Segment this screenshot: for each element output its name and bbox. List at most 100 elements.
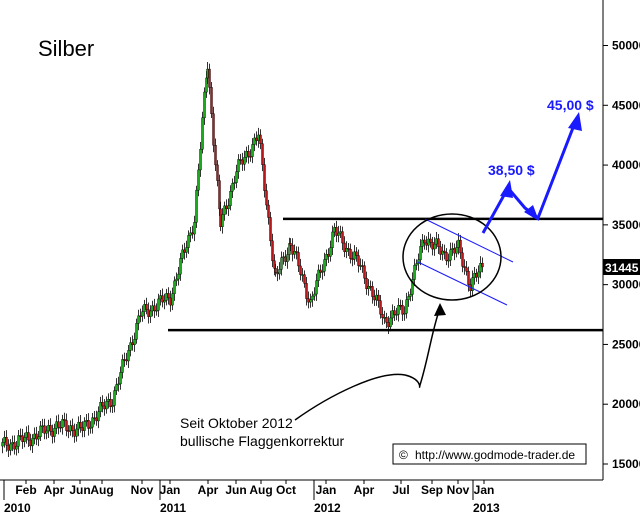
candle-body bbox=[423, 239, 426, 244]
y-tick-label: 50000 bbox=[612, 39, 640, 53]
x-tick-label: Jan bbox=[316, 483, 337, 497]
candle-body bbox=[347, 248, 350, 250]
candle-body bbox=[29, 439, 32, 447]
candle-body bbox=[145, 304, 148, 310]
candle-body bbox=[105, 401, 108, 410]
candle-body bbox=[95, 417, 98, 422]
candle-body bbox=[3, 437, 6, 443]
candle-body bbox=[375, 294, 378, 301]
candle-body bbox=[349, 249, 352, 259]
candle-body bbox=[139, 315, 142, 318]
candle-body bbox=[247, 151, 250, 157]
candle-body bbox=[341, 231, 344, 244]
candle-body bbox=[345, 248, 348, 252]
candle-body bbox=[431, 242, 434, 250]
candle-body bbox=[276, 272, 279, 275]
candle-body bbox=[219, 208, 222, 227]
candle-body bbox=[433, 243, 436, 250]
candle-body bbox=[173, 280, 176, 294]
candle-body bbox=[221, 214, 224, 227]
candle-body bbox=[407, 296, 410, 300]
candle-body bbox=[153, 305, 156, 312]
candle-body bbox=[427, 238, 430, 246]
candle-body bbox=[187, 235, 190, 248]
candle-body bbox=[171, 293, 174, 306]
candle-body bbox=[185, 247, 188, 253]
candle-body bbox=[203, 91, 206, 119]
candle-body bbox=[137, 315, 140, 324]
candle-body bbox=[199, 148, 202, 171]
candle-body bbox=[319, 269, 322, 273]
annotation-arrowhead bbox=[434, 303, 446, 316]
candle-body bbox=[71, 425, 74, 431]
candle-body bbox=[369, 286, 372, 288]
candle-body bbox=[5, 437, 8, 446]
candle-body bbox=[7, 444, 10, 451]
x-year-label: 2013 bbox=[473, 501, 500, 515]
x-tick-label: Feb bbox=[15, 483, 36, 497]
candle-body bbox=[61, 419, 64, 428]
x-tick-label: Jul bbox=[392, 483, 409, 497]
x-tick-label: Apr bbox=[44, 483, 65, 497]
candle-body bbox=[280, 257, 283, 270]
candle-body bbox=[311, 295, 314, 300]
candle-body bbox=[419, 246, 422, 261]
candle-body bbox=[214, 145, 217, 166]
candle-body bbox=[299, 265, 302, 275]
candle-body bbox=[455, 247, 458, 254]
candle-body bbox=[337, 232, 340, 236]
candle-body bbox=[177, 273, 180, 280]
candle-body bbox=[77, 421, 80, 430]
candle-body bbox=[157, 298, 160, 311]
candle-body bbox=[241, 159, 244, 165]
candle-body bbox=[179, 258, 182, 275]
candle-body bbox=[467, 270, 470, 285]
candle-body bbox=[365, 278, 368, 290]
candle-body bbox=[379, 300, 382, 315]
candle-body bbox=[439, 246, 442, 255]
candle-body bbox=[233, 182, 236, 184]
target-label-1: 38,50 $ bbox=[488, 162, 535, 178]
y-tick-label: 25000 bbox=[612, 337, 640, 351]
candle-body bbox=[147, 309, 150, 317]
candle-body bbox=[195, 189, 198, 223]
last-price-label: 31445 bbox=[603, 259, 640, 275]
candle-body bbox=[206, 68, 209, 79]
x-tick-label: Aug bbox=[249, 483, 272, 497]
candle-body bbox=[437, 238, 440, 248]
candle-body bbox=[87, 420, 90, 429]
candle-body bbox=[447, 259, 450, 262]
candle-body bbox=[471, 277, 474, 291]
candle-body bbox=[289, 243, 292, 246]
candle-body bbox=[403, 313, 406, 315]
candle-body bbox=[107, 399, 110, 402]
candle-body bbox=[103, 405, 106, 410]
candle-body bbox=[193, 222, 196, 235]
candle-body bbox=[313, 293, 316, 297]
x-tick-label: Jun bbox=[69, 483, 90, 497]
candle-body bbox=[383, 317, 386, 319]
candle-body bbox=[329, 247, 332, 257]
candle-body bbox=[27, 432, 30, 441]
candle-body bbox=[274, 268, 277, 273]
x-tick-label: Oct bbox=[276, 483, 296, 497]
candle-body bbox=[443, 250, 446, 253]
annotation-line-2: bullische Flaggenkorrektur bbox=[180, 433, 345, 449]
candle-body bbox=[115, 384, 118, 391]
candle-body bbox=[409, 294, 412, 297]
candle-body bbox=[327, 254, 330, 257]
candle-body bbox=[135, 323, 138, 340]
candle-body bbox=[363, 265, 366, 279]
candle-body bbox=[127, 350, 130, 362]
candle-body bbox=[367, 286, 370, 290]
candle-body bbox=[81, 427, 84, 431]
candle-body bbox=[151, 305, 154, 312]
candle-body bbox=[41, 425, 44, 427]
flag-ellipse bbox=[402, 213, 502, 301]
candle-body bbox=[307, 298, 310, 303]
candle-body bbox=[325, 254, 328, 260]
candle-body bbox=[441, 250, 444, 255]
x-tick-label: Jun bbox=[225, 483, 246, 497]
candle-body bbox=[175, 278, 178, 282]
